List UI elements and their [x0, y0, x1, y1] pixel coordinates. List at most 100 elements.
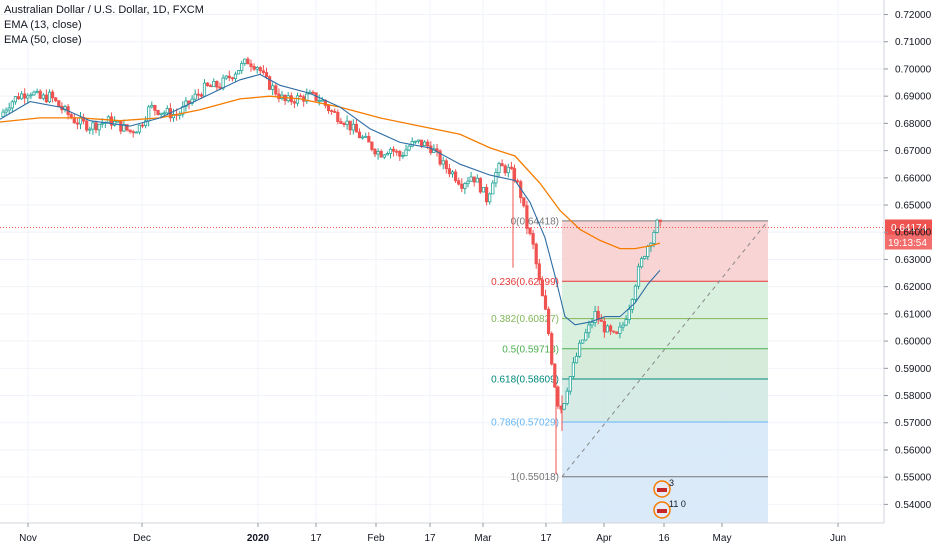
ema50-legend[interactable]: EMA (50, close): [4, 34, 82, 46]
event-count-badge: 3: [669, 478, 674, 488]
fib-zone: [562, 378, 768, 422]
candle-body: [345, 120, 349, 125]
candle-body: [413, 140, 417, 143]
candle-body: [593, 310, 597, 323]
flag-stripe: [657, 509, 667, 513]
candle-body: [441, 160, 445, 165]
candle-body: [528, 227, 532, 234]
price-tick-label: 0.60000: [895, 337, 932, 348]
fib-level-label: 1(0.55018): [511, 472, 559, 483]
price-tick-label: 0.70000: [895, 64, 932, 75]
candle-body: [357, 131, 362, 139]
last-price-line: 0.64174 19:13:54: [0, 219, 932, 250]
chart-legend: Australian Dollar / U.S. Dollar, 1D, FXC…: [4, 3, 204, 48]
time-axis[interactable]: Nov Dec 2020 17 Feb 17 Mar 17 Apr 16 May Jun: [0, 522, 884, 544]
time-tick-label: Apr: [596, 533, 612, 544]
event-count-badge: 11 0: [669, 499, 686, 509]
candle-body: [51, 91, 55, 99]
candle-body: [376, 151, 380, 155]
candle-body: [522, 197, 526, 207]
candle-body: [258, 67, 262, 72]
candle-body: [543, 295, 548, 310]
candle-body: [494, 172, 498, 184]
price-tick-label: 0.72000: [895, 10, 932, 21]
countdown-tag: [885, 234, 932, 250]
candle-body: [75, 122, 79, 125]
candle-body: [137, 124, 141, 133]
candle-body: [410, 141, 414, 147]
fib-level-label: 0.786(0.57029): [491, 417, 559, 428]
price-tick-label: 0.65000: [895, 201, 932, 212]
price-axis[interactable]: 0.72000 0.71000 0.70000 0.69000 0.68000 0.670…: [883, 0, 932, 523]
candle-body: [481, 186, 486, 193]
candle-body: [488, 193, 492, 203]
candle-body: [156, 109, 160, 115]
candle-body: [615, 331, 619, 334]
candle-body: [540, 279, 545, 297]
candle-body: [261, 70, 266, 73]
candle-body: [652, 232, 656, 244]
price-tick-label: 0.55000: [895, 473, 932, 484]
candle-body: [209, 85, 213, 88]
candle-body: [143, 120, 148, 126]
candle-body: [202, 82, 207, 97]
fib-zone: [562, 421, 768, 477]
candle-body: [85, 120, 89, 131]
fib-retracement[interactable]: 0(0.64418) 0.236(0.62199) 0.382(0.60827) 0.…: [491, 216, 769, 523]
candle-body: [29, 94, 33, 97]
candle-body: [134, 131, 138, 134]
candle-body: [553, 363, 557, 388]
candle-body: [342, 123, 346, 125]
candle-body: [26, 95, 30, 99]
candle-body: [568, 376, 572, 392]
candle-body: [599, 319, 603, 322]
ema13-legend[interactable]: EMA (13, close): [4, 19, 82, 31]
candle-body: [196, 93, 200, 96]
candle-body: [224, 75, 228, 79]
candle-body: [153, 104, 157, 111]
candle-body: [658, 219, 662, 223]
candle-body: [534, 243, 538, 265]
candle-body: [609, 325, 613, 332]
candle-body: [422, 141, 427, 146]
candle-body: [88, 128, 92, 131]
symbol-title[interactable]: Australian Dollar / U.S. Dollar, 1D, FXC…: [4, 4, 204, 16]
candle-body: [274, 85, 278, 95]
candle-body: [472, 176, 476, 183]
candle-body: [57, 100, 61, 107]
candle-body: [267, 76, 272, 90]
candle-body: [398, 151, 402, 157]
candle-body: [444, 160, 448, 170]
candle-body: [360, 136, 365, 139]
candle-body: [23, 93, 27, 99]
candle-body: [298, 95, 303, 98]
candle-body: [38, 90, 42, 99]
economic-events[interactable]: 3 11 0: [653, 478, 686, 519]
candle-body: [233, 73, 238, 79]
price-tick-label: 0.59000: [895, 364, 932, 375]
candle-body: [333, 110, 337, 113]
candle-body: [655, 219, 659, 233]
fib-trend-line[interactable]: [561, 220, 769, 478]
candle-body: [215, 81, 219, 88]
candle-body: [184, 100, 188, 108]
candles: [1, 56, 662, 475]
candle-body: [159, 112, 163, 115]
candle-body: [91, 122, 95, 130]
candle-body: [388, 148, 393, 154]
candle-body: [320, 99, 324, 102]
candle-body: [401, 155, 405, 157]
fib-level-label: 0.382(0.60827): [491, 314, 559, 325]
candle-body: [537, 263, 541, 281]
candle-body: [32, 91, 36, 96]
candle-body: [190, 98, 194, 104]
price-tick-label: 0.63000: [895, 255, 932, 266]
candle-body: [1, 111, 5, 117]
candle-body: [218, 86, 222, 89]
candle-body: [447, 168, 452, 175]
time-tick-label: May: [713, 533, 732, 544]
candle-body: [636, 266, 641, 287]
price-tick-label: 0.61000: [895, 309, 932, 320]
ema13-line: [0, 73, 661, 326]
